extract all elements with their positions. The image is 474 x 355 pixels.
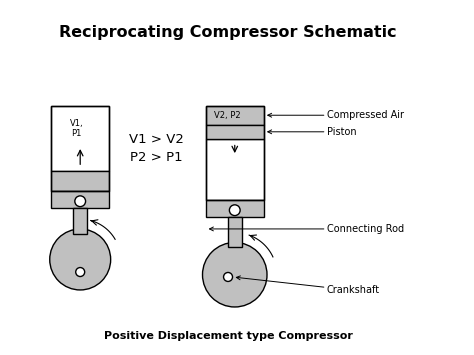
Text: Compressed Air: Compressed Air [268, 110, 403, 120]
Ellipse shape [50, 229, 110, 290]
Text: Piston: Piston [268, 127, 356, 137]
Text: Reciprocating Compressor Schematic: Reciprocating Compressor Schematic [59, 25, 397, 40]
Circle shape [224, 273, 233, 282]
Text: V2, P2: V2, P2 [214, 111, 241, 120]
Bar [206, 106, 264, 200]
Bar [51, 106, 109, 191]
Text: Crankshaft: Crankshaft [237, 276, 380, 295]
Text: V1,
P1: V1, P1 [70, 119, 83, 138]
Bar [206, 139, 264, 200]
Text: Connecting Rod: Connecting Rod [210, 224, 404, 234]
Text: V1 > V2
P2 > P1: V1 > V2 P2 > P1 [129, 133, 184, 164]
Bar [51, 171, 109, 191]
Circle shape [75, 196, 86, 207]
Bar [51, 191, 109, 208]
Bar [73, 208, 87, 234]
Bar [206, 125, 264, 139]
Bar [51, 106, 109, 171]
Bar [206, 200, 264, 217]
Circle shape [229, 205, 240, 215]
Bar [206, 106, 264, 125]
Ellipse shape [202, 242, 267, 307]
Text: Positive Displacement type Compressor: Positive Displacement type Compressor [104, 331, 353, 341]
Circle shape [76, 268, 85, 277]
Bar [228, 217, 242, 247]
